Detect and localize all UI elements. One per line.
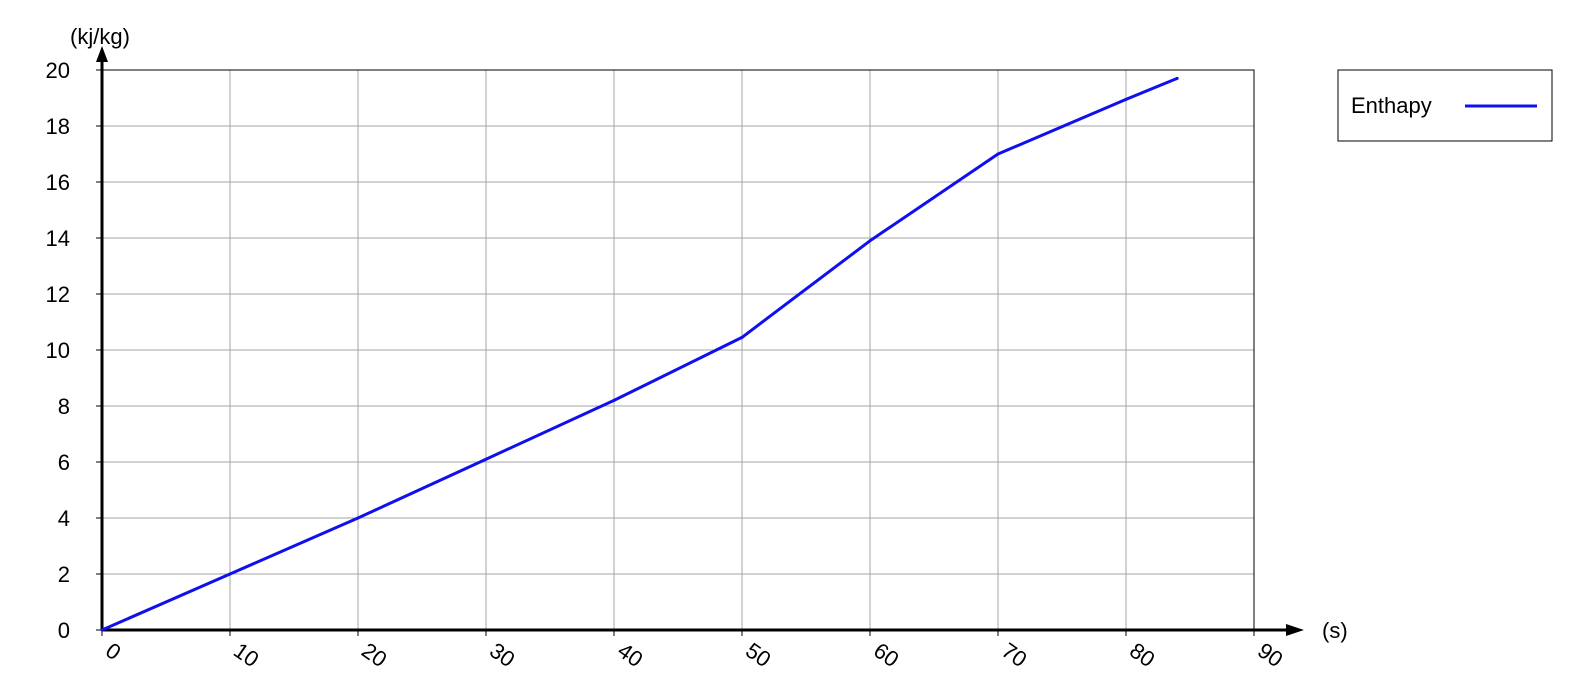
x-tick-label: 80: [1125, 638, 1159, 673]
data-point: [996, 152, 1000, 156]
legend: Enthapy: [1337, 69, 1553, 142]
data-point: [612, 398, 616, 402]
y-tick-label: 12: [46, 282, 70, 307]
y-tick-label: 0: [58, 618, 70, 643]
data-point: [1124, 97, 1128, 101]
x-tick-labels: 0 10 20 30 40 50 60 70 80 90: [101, 638, 1287, 673]
y-axis-arrow: [96, 46, 108, 62]
x-tick-label: 30: [485, 638, 519, 673]
data-point: [484, 457, 488, 461]
x-tick-label: 0: [101, 638, 125, 666]
data-point: [740, 335, 744, 339]
axes: [96, 46, 1304, 636]
x-axis-unit: (s): [1322, 618, 1348, 643]
data-point: [356, 516, 360, 520]
x-tick-label: 90: [1253, 638, 1287, 673]
y-axis-unit: (kj/kg): [70, 24, 130, 49]
y-tick-label: 18: [46, 114, 70, 139]
y-tick-label: 20: [46, 58, 70, 83]
data-point: [228, 572, 232, 576]
y-tick-label: 6: [58, 450, 70, 475]
y-tick-label: 14: [46, 226, 70, 251]
y-tick-label: 2: [58, 562, 70, 587]
legend-label: Enthapy: [1351, 93, 1432, 118]
y-tick-label: 16: [46, 170, 70, 195]
data-point: [868, 239, 872, 243]
series-line-enthapy: [101, 77, 1178, 632]
x-tick-label: 50: [741, 638, 775, 673]
x-tick-label: 20: [357, 638, 391, 673]
series-layer: [100, 76, 1179, 632]
x-axis-arrow: [1286, 624, 1304, 636]
x-tick-label: 70: [997, 638, 1031, 673]
data-point: [1175, 76, 1179, 80]
x-tick-label: 10: [229, 638, 263, 673]
x-tick-label: 60: [869, 638, 903, 673]
grid: [96, 69, 1255, 636]
y-tick-label: 4: [58, 506, 70, 531]
data-point: [100, 628, 104, 632]
y-tick-label: 8: [58, 394, 70, 419]
x-tick-label: 40: [613, 638, 647, 673]
y-tick-label: 10: [46, 338, 70, 363]
y-tick-labels: 0 2 4 6 8 10 12 14 16 18 20: [46, 58, 70, 643]
